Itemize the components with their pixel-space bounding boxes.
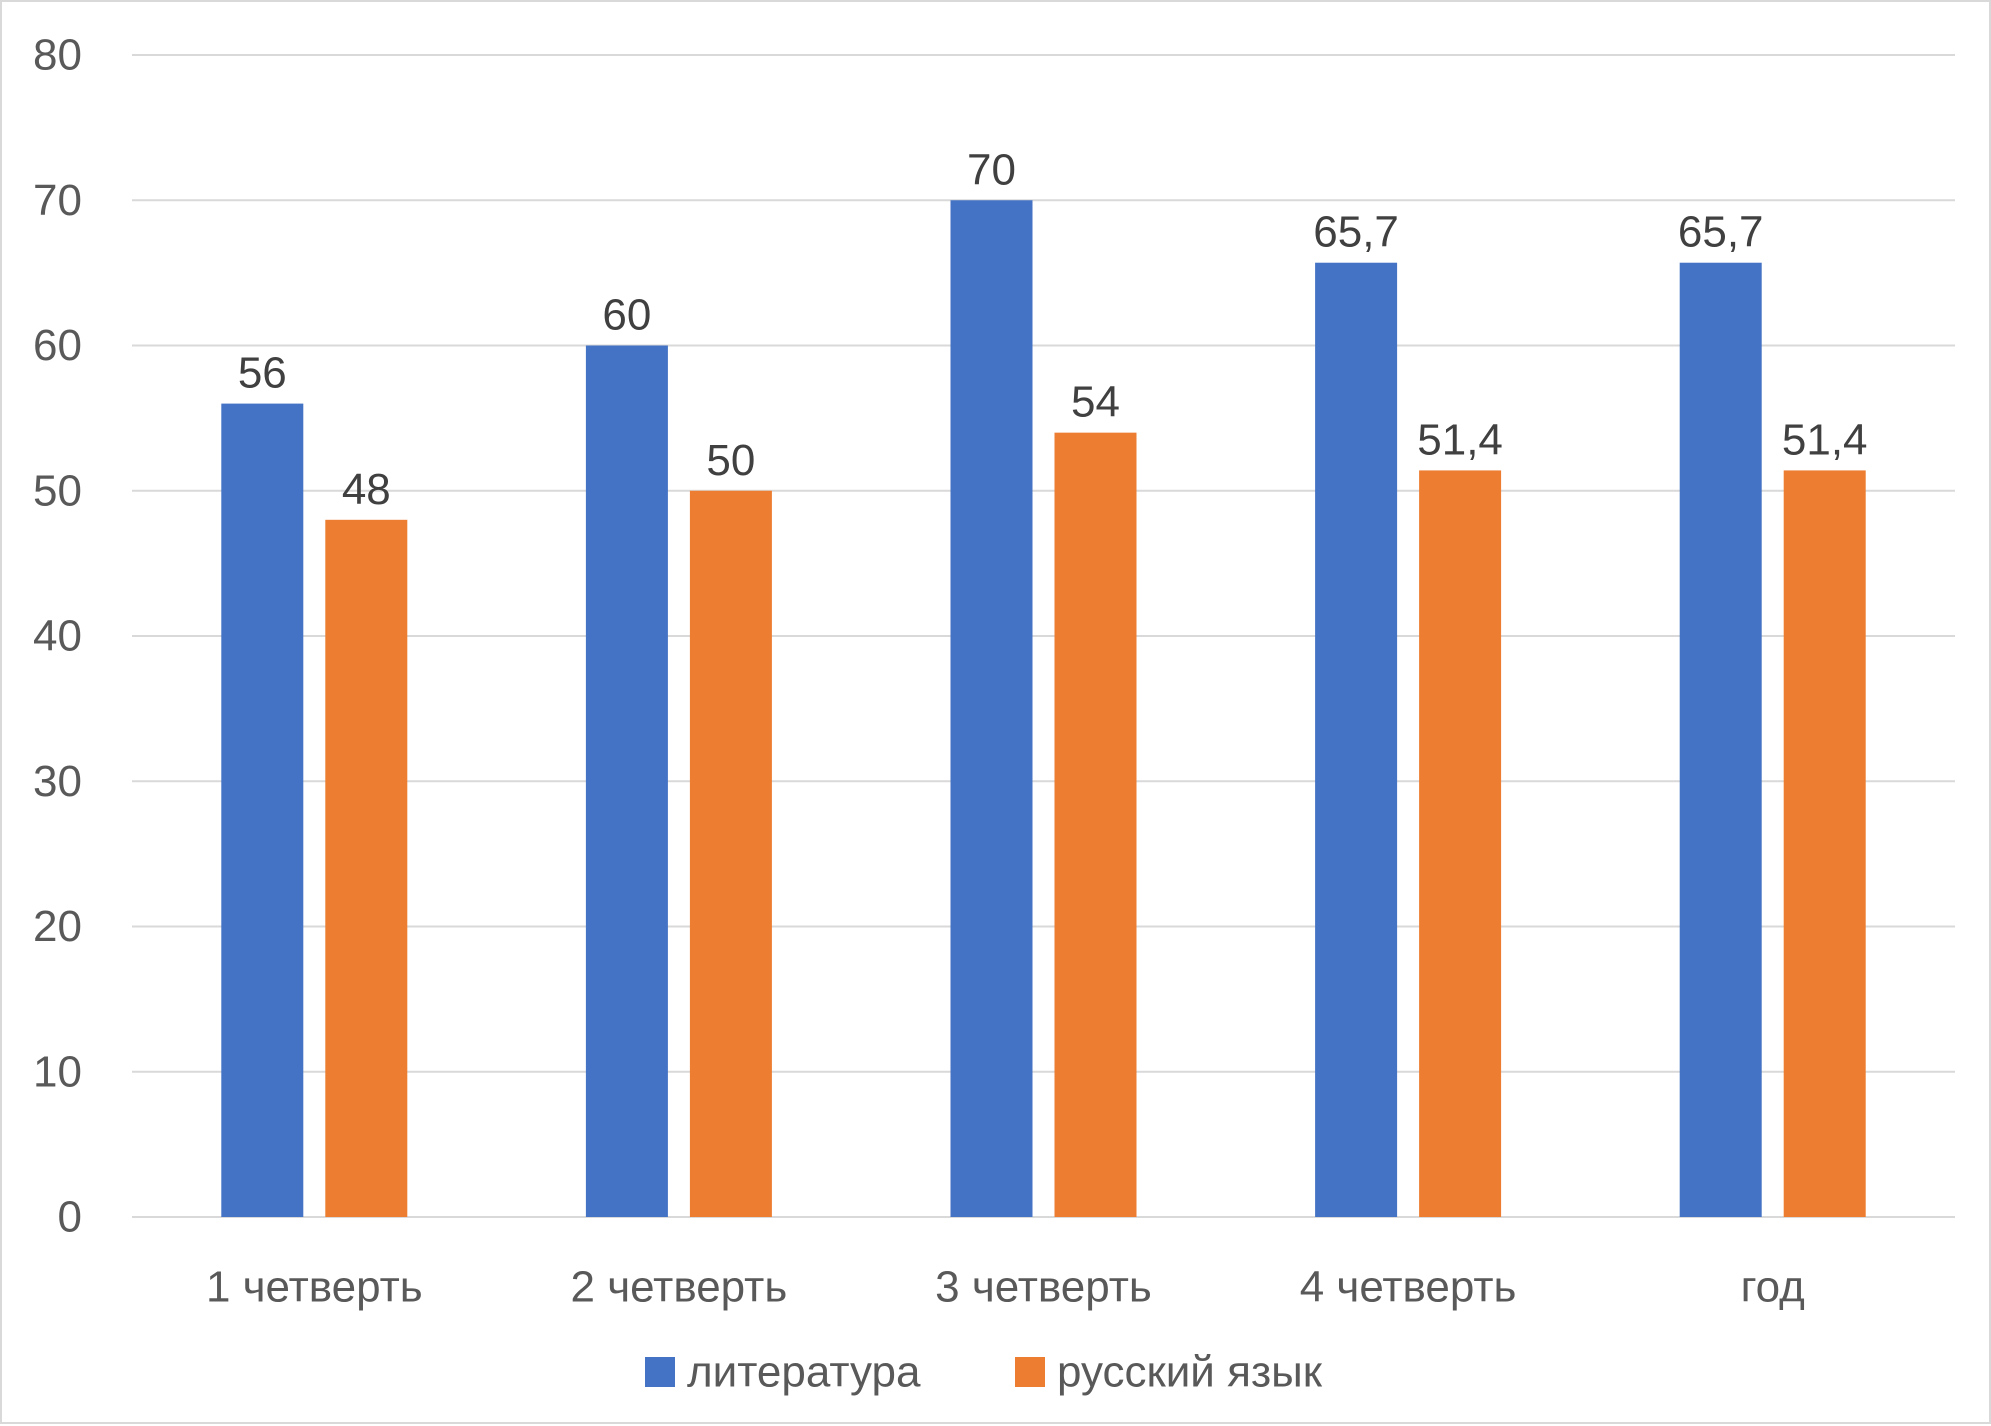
- y-tick-label: 40: [33, 612, 82, 661]
- y-tick-label: 80: [33, 31, 82, 80]
- bar: [325, 519, 408, 1217]
- data-label: 56: [238, 349, 287, 398]
- x-category-label: 1 четверть: [206, 1263, 423, 1312]
- bars: [221, 200, 1866, 1218]
- legend-label: русский язык: [1057, 1348, 1323, 1397]
- y-tick-label: 60: [33, 321, 82, 370]
- bar: [1419, 470, 1502, 1217]
- gridlines: [132, 54, 1955, 1218]
- y-tick-label: 10: [33, 1047, 82, 1096]
- data-label: 60: [602, 291, 651, 340]
- legend: литература русский язык: [645, 1348, 1323, 1397]
- data-labels: 56 48 60 50 70 54 65,7 51,4 65,7 51,4: [238, 145, 1868, 514]
- y-tick-label: 20: [33, 902, 82, 951]
- y-tick-label: 50: [33, 466, 82, 515]
- data-label: 70: [967, 145, 1016, 194]
- data-label: 65,7: [1313, 208, 1399, 257]
- data-label: 51,4: [1782, 415, 1868, 464]
- bar: [221, 403, 304, 1218]
- bar: [1783, 470, 1866, 1217]
- legend-swatch: [1015, 1357, 1045, 1387]
- bar: [1054, 432, 1137, 1217]
- y-tick-label: 70: [33, 176, 82, 225]
- y-tick-label: 30: [33, 757, 82, 806]
- data-label: 48: [342, 465, 391, 514]
- data-label: 51,4: [1417, 415, 1503, 464]
- bar: [950, 200, 1033, 1217]
- x-category-label: 2 четверть: [571, 1263, 788, 1312]
- y-tick-label: 0: [58, 1193, 82, 1242]
- legend-swatch: [645, 1357, 675, 1387]
- data-label: 54: [1071, 378, 1120, 427]
- x-axis-categories: 1 четверть 2 четверть 3 четверть 4 четверть…: [206, 1263, 1805, 1312]
- bar: [585, 345, 668, 1217]
- data-label: 50: [706, 436, 755, 485]
- y-axis-ticks: 0 10 20 30 40 50 60 70 80: [33, 31, 82, 1242]
- x-category-label: 4 четверть: [1300, 1263, 1517, 1312]
- bar: [1679, 262, 1762, 1217]
- x-category-label: 3 четверть: [935, 1263, 1152, 1312]
- bar: [1315, 262, 1398, 1217]
- bar: [689, 490, 772, 1217]
- x-category-label: год: [1741, 1263, 1805, 1312]
- legend-label: литература: [687, 1348, 921, 1397]
- data-label: 65,7: [1678, 208, 1764, 257]
